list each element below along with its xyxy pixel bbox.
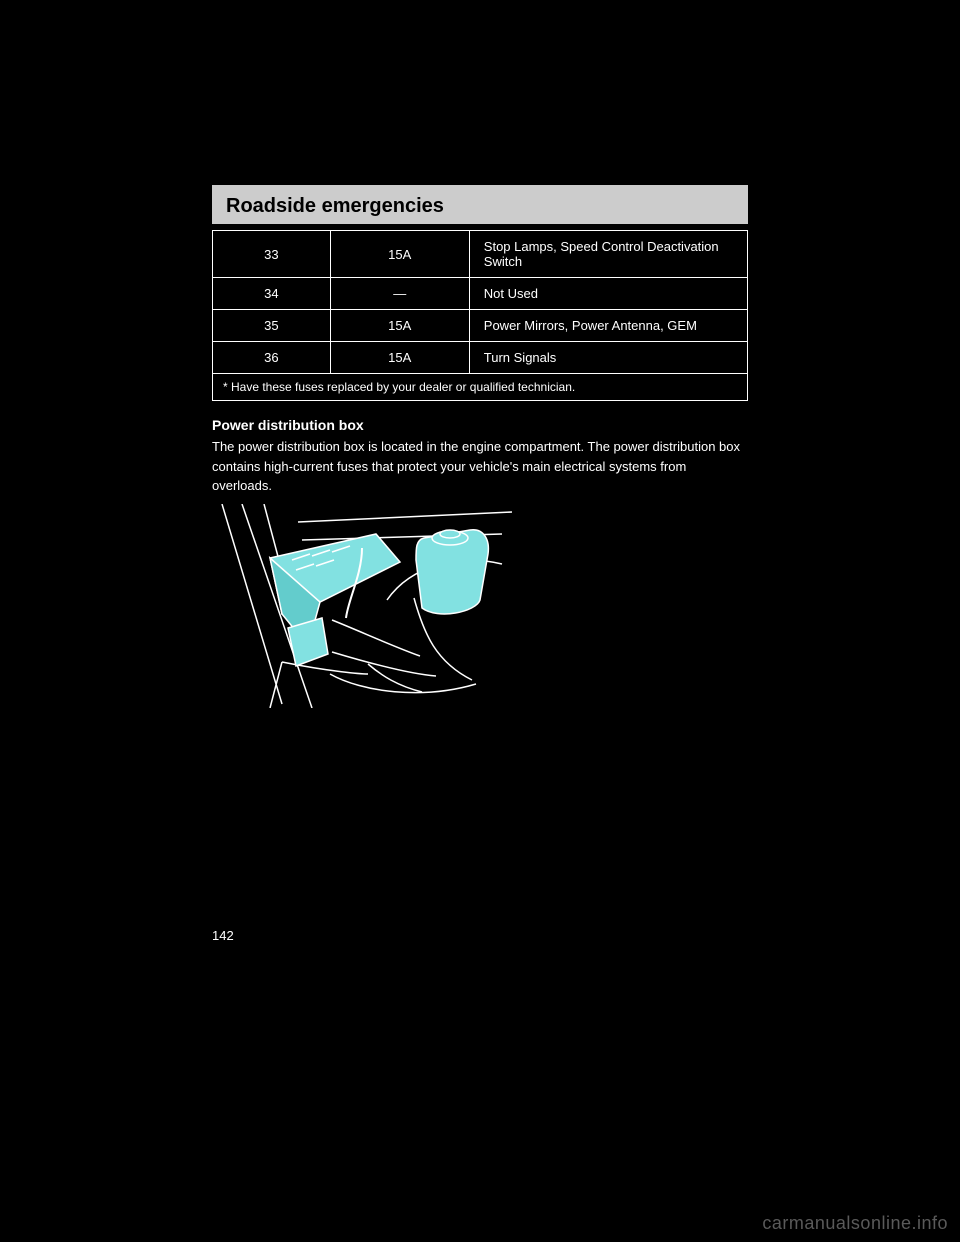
fuse-rating: 15A [330,310,469,342]
fuse-desc: Turn Signals [469,342,747,374]
table-footnote: * Have these fuses replaced by your deal… [213,374,748,401]
page-number: 142 [212,928,748,943]
manual-page: Roadside emergencies 33 15A Stop Lamps, … [212,183,748,943]
table-row: 36 15A Turn Signals [213,342,748,374]
fuse-location: 36 [213,342,331,374]
watermark: carmanualsonline.info [762,1213,948,1234]
section-header-title: Roadside emergencies [226,195,734,218]
table-row: 35 15A Power Mirrors, Power Antenna, GEM [213,310,748,342]
subsection-title: Power distribution box [212,417,748,433]
fuse-rating: 15A [330,231,469,278]
fuse-desc: Stop Lamps, Speed Control Deactivation S… [469,231,747,278]
subsection-body: The power distribution box is located in… [212,437,748,496]
fuse-table: 33 15A Stop Lamps, Speed Control Deactiv… [212,230,748,401]
coolant-reservoir-shape [416,529,488,613]
table-row: 33 15A Stop Lamps, Speed Control Deactiv… [213,231,748,278]
fuse-location: 34 [213,278,331,310]
table-row: 34 — Not Used [213,278,748,310]
fuse-location: 35 [213,310,331,342]
fuse-desc: Not Used [469,278,747,310]
fuse-location: 33 [213,231,331,278]
power-distribution-box-diagram [212,504,512,708]
fuse-rating: 15A [330,342,469,374]
fuse-rating: — [330,278,469,310]
section-header-bar: Roadside emergencies [212,183,748,224]
fuse-desc: Power Mirrors, Power Antenna, GEM [469,310,747,342]
table-footnote-row: * Have these fuses replaced by your deal… [213,374,748,401]
